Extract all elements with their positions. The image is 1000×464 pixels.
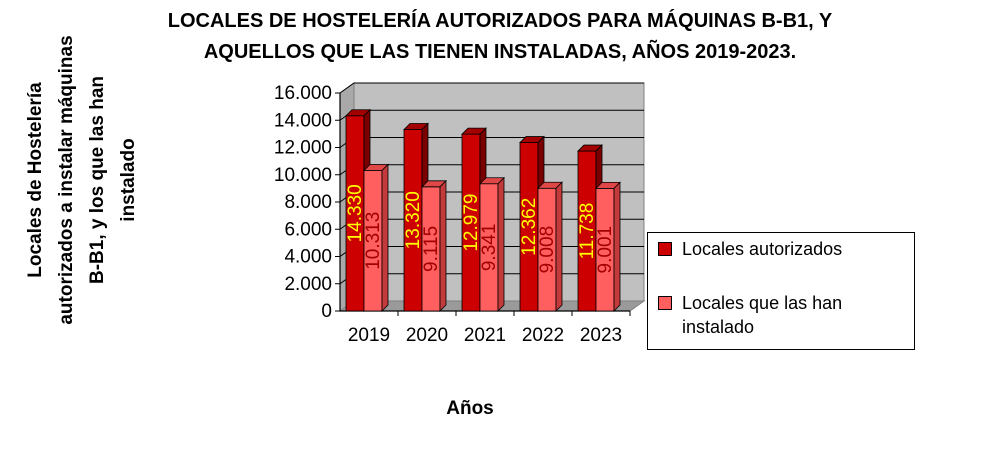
y-tick-label: 4.000 — [284, 247, 332, 268]
bar-side — [497, 176, 505, 312]
y-tick-label: 0 — [321, 301, 332, 322]
data-label-authorized: 12.362 — [519, 198, 540, 256]
x-tick-label: 2021 — [464, 325, 506, 346]
x-tick-label: 2023 — [580, 325, 622, 346]
y-tick-label: 16.000 — [274, 83, 332, 104]
chart-title: LOCALES DE HOSTELERÍA AUTORIZADOS PARA M… — [0, 6, 1000, 68]
data-label-authorized: 11.738 — [577, 203, 598, 260]
legend-swatch-authorized — [658, 242, 672, 256]
legend-swatch-installed — [658, 296, 672, 310]
data-label-authorized: 12.979 — [461, 194, 482, 252]
chart-title-line-2: AQUELLOS QUE LAS TIENEN INSTALADAS, AÑOS… — [203, 41, 797, 63]
bar-side — [439, 179, 447, 312]
gridline — [339, 82, 644, 94]
data-label-installed: 9.008 — [537, 226, 558, 274]
y-tick-label: 2.000 — [284, 274, 332, 295]
bar-side — [613, 181, 621, 312]
data-label-installed: 9.341 — [479, 224, 500, 272]
data-label-authorized: 13.320 — [403, 191, 424, 249]
x-tick-label: 2019 — [348, 325, 390, 346]
legend-label-installed: Locales que las han instalado — [682, 293, 843, 337]
legend-label-authorized: Locales autorizados — [682, 239, 843, 259]
bar-side — [555, 181, 563, 312]
y-tick-label: 14.000 — [274, 110, 332, 131]
x-tick-label: 2022 — [522, 325, 564, 346]
data-label-installed: 9.001 — [595, 226, 616, 274]
y-tick-label: 10.000 — [274, 165, 332, 186]
x-axis-label: Años — [446, 398, 494, 419]
y-tick-label: 8.000 — [284, 192, 332, 213]
y-tick-label: 6.000 — [284, 219, 332, 240]
bar-side — [381, 163, 389, 312]
y-tick-label: 12.000 — [274, 138, 332, 159]
data-label-installed: 10.313 — [363, 212, 384, 270]
data-label-authorized: 14.330 — [345, 184, 366, 242]
chart-title-line-1: LOCALES DE HOSTELERÍA AUTORIZADOS PARA M… — [167, 10, 833, 32]
legend: Locales autorizados Locales que las han … — [647, 232, 915, 350]
data-label-installed: 9.115 — [421, 226, 442, 272]
legend-item-authorized: Locales autorizados — [658, 237, 902, 261]
x-tick-label: 2020 — [406, 325, 448, 346]
legend-item-installed: Locales que las han instalado — [658, 291, 902, 339]
